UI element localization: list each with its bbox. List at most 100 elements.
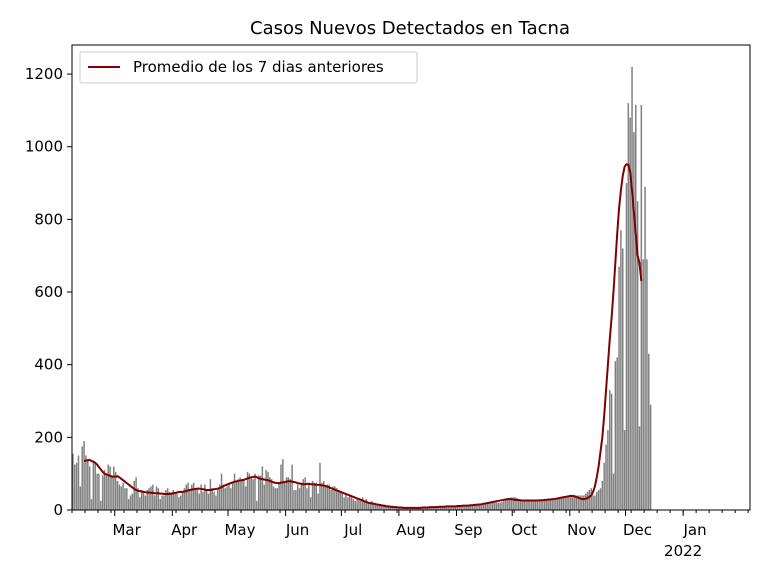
bar [129,495,132,510]
bar [165,490,167,510]
x-tick-label: Dec [623,521,652,539]
bar [233,473,236,510]
bar [614,361,617,510]
bar [241,479,243,510]
bar [421,507,423,510]
bar [408,508,410,510]
bar [181,491,184,510]
plot-frame [71,44,751,511]
bar [120,486,122,510]
bar [642,259,644,510]
bar [272,486,275,510]
bar [532,500,535,510]
bar [192,482,195,510]
bar [631,66,633,511]
bar [75,462,78,510]
bar [573,495,576,510]
bar [428,507,431,510]
bar [620,230,622,510]
bar [92,460,95,510]
bar [144,495,147,510]
bar [616,357,618,510]
bar [137,488,139,510]
bar [610,393,613,510]
bar [553,499,555,510]
bar [153,495,156,510]
bar [499,502,501,510]
bar [250,477,252,510]
bar [373,502,375,510]
bar [189,490,191,510]
bar [321,482,323,510]
bar [215,495,217,510]
bar [293,490,295,510]
bar [324,486,327,510]
bar [490,502,492,510]
bar-series [72,66,652,511]
bar [517,499,520,510]
bar [545,500,548,510]
bar [332,486,334,510]
bar [244,486,247,510]
bar [337,490,340,510]
bar [209,479,212,510]
bar [622,248,624,510]
bar [348,495,351,510]
bar [334,486,336,510]
bar [478,504,481,510]
y-tick-label: 400 [34,356,63,374]
bar [87,459,89,510]
bar [352,499,355,510]
bar [204,484,206,510]
bar [406,508,409,510]
bar [540,500,542,510]
bar [464,505,466,510]
bar [148,488,150,510]
bar [465,505,468,510]
bar [568,496,570,510]
bar [452,506,455,510]
bar [577,495,579,510]
bar [557,498,559,510]
bar [469,505,472,510]
bar [263,484,265,510]
bar [527,500,529,510]
bar [607,430,609,510]
bar [571,495,574,510]
bar [603,462,605,510]
bar [226,486,228,510]
x-tick-label: Jan [682,521,706,539]
bar [438,507,440,510]
bar [205,490,208,510]
bar [322,480,325,510]
x-tick-label: Mar [112,521,141,539]
bar [335,488,338,510]
bar [423,507,425,510]
bar [449,506,451,510]
y-tick-label: 1000 [25,138,63,156]
bar [187,482,189,510]
bar [280,464,282,510]
bar [313,482,316,510]
x-tick-label: Nov [567,521,596,539]
bar [538,500,540,510]
bar [302,479,305,510]
bar [224,488,226,510]
bar [508,498,511,510]
y-tick-label: 0 [53,501,63,519]
bar [525,500,527,510]
bar [131,493,134,510]
bar [166,488,169,510]
bar [519,499,522,510]
bar [584,493,587,510]
bar [278,482,280,510]
bar [155,486,158,510]
bar [98,473,100,510]
bar [228,484,230,510]
bar [161,495,163,510]
bar [410,508,412,510]
average-line [83,162,643,509]
bar [387,506,390,510]
y-tick-label: 800 [34,210,63,228]
bar [83,440,85,510]
